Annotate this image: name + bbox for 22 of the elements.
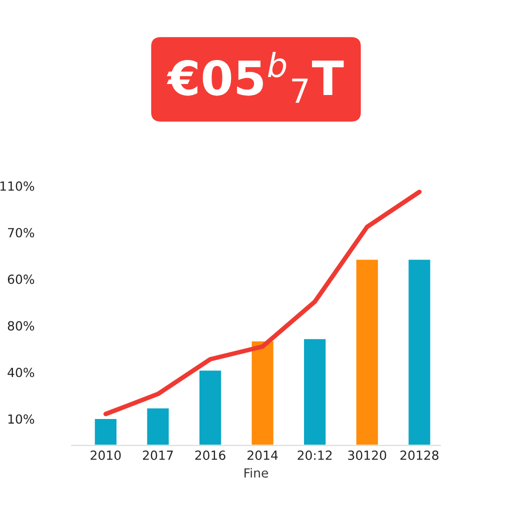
x-tick-label: 2016 — [195, 450, 226, 460]
x-tick-label: 20:12 — [298, 450, 332, 460]
bar — [302, 338, 328, 446]
text: 40% — [8, 368, 34, 378]
chart-title: €05$^{b}$$_{7}$T — [166, 52, 344, 103]
bar — [93, 418, 118, 446]
bar — [198, 369, 222, 446]
x-tick-label: 2017 — [142, 450, 173, 460]
text: 110% — [0, 181, 34, 191]
text: 60% — [8, 274, 34, 284]
bar — [146, 406, 170, 446]
bar — [250, 340, 275, 446]
text: 10% — [8, 414, 34, 424]
bar — [354, 258, 380, 446]
x-tick-label: 30120 — [348, 450, 386, 460]
text: 80% — [8, 321, 34, 331]
x-axis-title: Fine — [244, 468, 268, 478]
text: 70% — [8, 228, 34, 238]
x-tick-label: 2010 — [90, 450, 121, 460]
bar — [407, 258, 432, 446]
x-tick-label: 2014 — [248, 450, 278, 460]
x-tick-label: 20128 — [400, 450, 438, 460]
